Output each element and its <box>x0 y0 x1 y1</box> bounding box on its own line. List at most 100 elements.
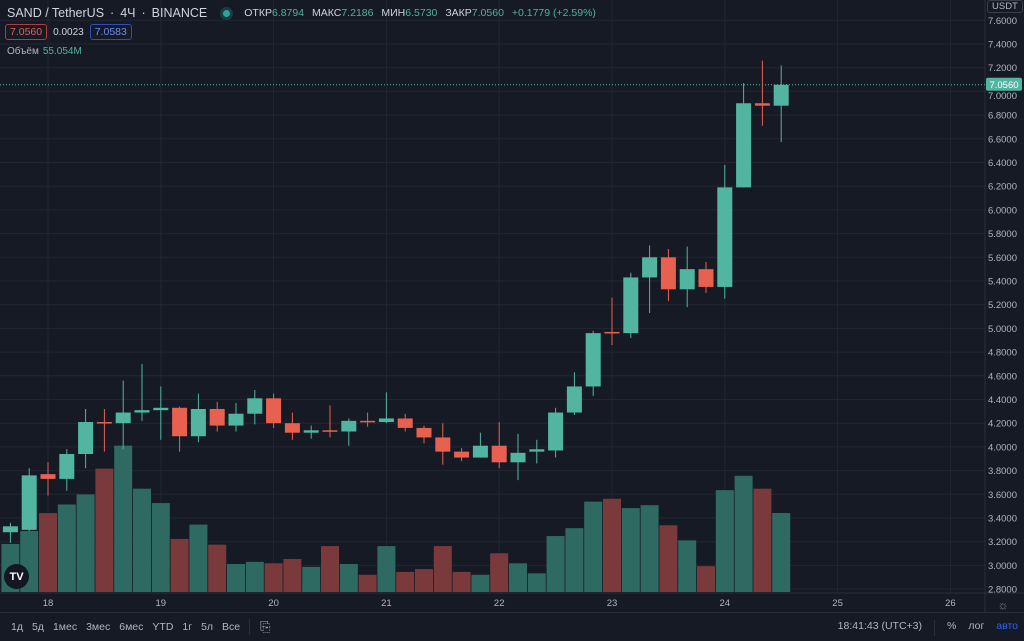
quote-row: 7.0560 0.0023 7.0583 <box>5 24 132 40</box>
clock[interactable]: 18:41:43 (UTC+3) <box>837 620 923 632</box>
volume-bar <box>339 564 358 592</box>
candle-body <box>378 418 394 423</box>
price-tick-label: 6.6000 <box>988 134 1017 145</box>
volume-bar <box>753 488 772 592</box>
log-toggle[interactable]: лог <box>968 620 985 632</box>
last-price-label: 7.0560 <box>989 80 1018 91</box>
time-tick-label: 22 <box>494 598 505 609</box>
range-1[interactable]: 5д <box>31 621 44 633</box>
price-tick-label: 5.8000 <box>988 229 1017 240</box>
price-tick-label: 7.2000 <box>988 63 1017 74</box>
volume-bars <box>1 445 791 592</box>
candle-body <box>134 410 150 413</box>
volume-bar <box>396 571 415 592</box>
time-tick-label: 20 <box>268 598 279 609</box>
buy-price-button[interactable]: 7.0583 <box>89 24 132 40</box>
price-tick-label: 3.8000 <box>988 466 1017 477</box>
volume-bar <box>697 566 715 592</box>
volume-value: 55.054M <box>42 46 82 57</box>
candle-body <box>679 269 695 290</box>
candle-body <box>172 407 188 437</box>
range-2[interactable]: 1мес <box>52 621 78 633</box>
change: +0.1779 (+2.59%) <box>511 7 596 19</box>
volume-bar <box>772 513 791 592</box>
goto-date-icon[interactable]: ⎘ <box>260 619 271 634</box>
time-tick-label: 25 <box>832 598 843 609</box>
candle-body <box>115 412 131 424</box>
candle-body <box>59 454 75 479</box>
candle-body <box>604 331 620 334</box>
price-tick-label: 3.2000 <box>988 537 1017 548</box>
volume-bar <box>715 490 734 592</box>
symbol-name[interactable]: SAND / TetherUS <box>7 6 105 20</box>
candle-body <box>491 445 507 463</box>
price-tick-label: 7.6000 <box>988 16 1017 27</box>
low-value: 6.5730 <box>405 7 438 19</box>
divider <box>934 620 936 636</box>
price-tick-label: 4.6000 <box>988 371 1017 382</box>
candle-body <box>266 398 282 424</box>
time-tick-label: 21 <box>381 598 392 609</box>
sell-price-button[interactable]: 7.0560 <box>5 24 48 40</box>
candle-body <box>96 422 112 424</box>
candle-body <box>247 398 263 414</box>
price-tick-label: 4.0000 <box>988 442 1017 453</box>
volume-bar <box>245 561 264 592</box>
range-3[interactable]: 3мес <box>86 621 111 633</box>
volume-bar <box>133 488 151 592</box>
volume-bar <box>95 468 114 592</box>
volume-bar <box>546 536 565 592</box>
divider <box>249 619 251 635</box>
settings-icon[interactable]: ☼ <box>998 598 1009 612</box>
volume-bar <box>39 513 57 592</box>
volume-bar <box>678 540 697 592</box>
volume-bar <box>433 546 452 592</box>
range-4[interactable]: 6мес <box>119 621 144 633</box>
time-tick-label: 23 <box>607 598 618 609</box>
tradingview-logo[interactable]: TV <box>4 564 29 589</box>
time-tick-label: 26 <box>945 598 956 609</box>
volume-bar <box>509 563 527 592</box>
volume-bar <box>208 544 227 592</box>
volume-bar <box>640 505 659 592</box>
candle-body <box>2 526 18 533</box>
range-7[interactable]: 5л <box>201 621 214 633</box>
price-tick-label: 7.4000 <box>988 40 1017 51</box>
spread: 0.0023 <box>53 26 84 38</box>
candle-body <box>303 430 319 433</box>
candle-body <box>454 451 470 458</box>
volume-bar <box>151 503 170 592</box>
close-value: 7.0560 <box>471 7 504 19</box>
volume-bar <box>659 525 678 592</box>
time-tick-label: 19 <box>156 598 167 609</box>
auto-toggle[interactable]: авто <box>996 620 1018 632</box>
candle-body <box>529 449 545 452</box>
range-8[interactable]: Все <box>222 621 241 633</box>
time-tick-label: 18 <box>43 598 54 609</box>
market-status-icon <box>223 9 231 17</box>
candle-body <box>585 333 601 387</box>
volume-bar <box>302 566 321 592</box>
range-0[interactable]: 1д <box>11 621 23 633</box>
volume-label: Объём <box>7 46 39 57</box>
volume-bar <box>321 546 339 592</box>
price-tick-label: 5.6000 <box>988 253 1017 264</box>
volume-bar <box>490 553 509 592</box>
volume-bar <box>734 475 753 592</box>
candle-body <box>736 103 752 188</box>
price-chart[interactable]: 7.6000 7.4000 7.2000 7.0000 6.8000 6.6000 6.40… <box>0 0 1024 612</box>
separator: · <box>110 6 115 20</box>
last-price-badge <box>986 77 1022 91</box>
open-label: ОТКР <box>244 7 272 19</box>
range-5[interactable]: YTD <box>152 621 174 633</box>
volume-bar <box>76 494 95 592</box>
price-tick-label: 5.0000 <box>988 324 1017 335</box>
candles <box>2 60 789 543</box>
currency-button[interactable]: USDT <box>987 0 1023 13</box>
candle-body <box>566 386 582 413</box>
percent-toggle[interactable]: % <box>947 620 957 632</box>
candle-body <box>510 452 526 463</box>
grid <box>0 0 985 592</box>
volume-legend: Объём 55.054M <box>7 46 82 57</box>
range-6[interactable]: 1г <box>182 621 193 633</box>
